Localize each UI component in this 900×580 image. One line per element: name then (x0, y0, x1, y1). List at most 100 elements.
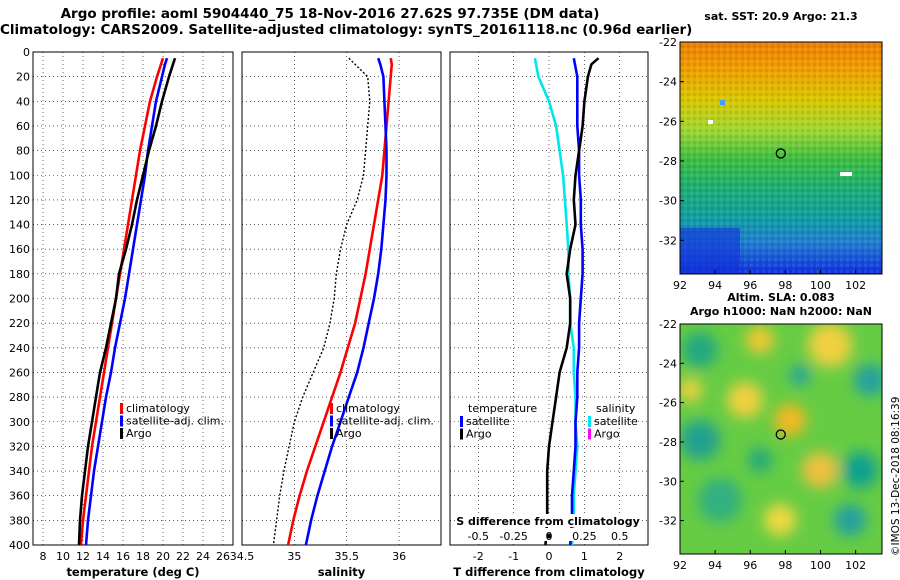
legend-salinity-panel-swatch-1 (330, 415, 333, 427)
sst-panel-title: sat. SST: 20.9 Argo: 21.3 (704, 10, 858, 23)
s-diff-tick-label: -0.25 (499, 530, 527, 543)
legend-diff-temperature-label-1: Argo (466, 428, 492, 441)
series-line-difference-1 (568, 57, 584, 546)
x-tick-label-temperature: 22 (176, 550, 190, 563)
sla-map-x-tick-label: 96 (743, 559, 757, 572)
y-tick-label: 20 (16, 71, 30, 84)
sla-map-y-tick-label: -28 (659, 436, 677, 449)
s-diff-label-bg (462, 514, 638, 527)
sst-map-y-tick-label: -22 (659, 36, 677, 49)
sla-anomaly-blob (682, 332, 718, 368)
s-diff-tick-label: 0.5 (611, 530, 629, 543)
legend-temperature-panel-label-2: Argo (126, 427, 152, 440)
y-tick-label: 200 (9, 293, 30, 306)
y-tick-label: 120 (9, 194, 30, 207)
s-diff-tick-label: -0.5 (468, 530, 489, 543)
x-axis-label-difference: T difference from climatology (453, 565, 645, 579)
series-line-temperature-2 (77, 57, 177, 546)
x-tick-label-temperature: 10 (56, 550, 70, 563)
legend-salinity-panel-swatch-2 (330, 428, 333, 439)
sla-anomaly-blob (764, 504, 796, 536)
title-line-2: Climatology: CARS2009. Satellite-adjuste… (0, 22, 693, 38)
sst-map-y-tick-label: -24 (659, 76, 677, 89)
sla-anomaly-blob (680, 378, 702, 402)
sst-missing-pixel (708, 120, 713, 124)
y-tick-label: 160 (9, 243, 30, 256)
y-tick-label: 400 (9, 539, 30, 552)
sla-map-y-tick-label: -26 (659, 397, 677, 410)
s-diff-zero-marker (546, 533, 552, 539)
y-tick-label: 340 (9, 465, 30, 478)
sla-anomaly-blob (802, 452, 838, 488)
sla-map-frame (679, 323, 883, 555)
x-tick-label-temperature: 14 (96, 550, 110, 563)
x-axis-label-temperature: temperature (deg C) (66, 565, 199, 579)
sla-anomaly-blob (834, 504, 866, 536)
y-tick-label: 0 (23, 46, 30, 59)
sla-anomaly-blob (727, 382, 763, 418)
sla-map-x-tick-label: 98 (778, 559, 792, 572)
sst-map-x-tick-label: 94 (708, 279, 722, 292)
y-tick-label: 220 (9, 317, 30, 330)
legend-diff-temperature-swatch-1 (460, 428, 463, 440)
y-tick-label: 260 (9, 366, 30, 379)
x-tick-label-difference: 2 (616, 550, 623, 563)
x-tick-label-temperature: 20 (156, 550, 170, 563)
legend-diff-salinity-label-1: Argo (594, 428, 620, 441)
title-line-1: Argo profile: aoml 5904440_75 18-Nov-201… (60, 6, 600, 22)
legend-diff-salinity-swatch-1 (588, 428, 591, 440)
sla-panel-title-line-1: Altim. SLA: 0.083 (727, 291, 835, 304)
legend-temperature-panel-label-1: satellite-adj. clim. (126, 415, 224, 428)
sst-map-frame (679, 41, 883, 275)
legend-diff-temperature-title: temperature (468, 402, 537, 415)
sla-field-blobs (680, 324, 882, 536)
x-tick-label-salinity: 35.5 (334, 550, 359, 563)
legend-salinity-panel-label-2: Argo (336, 427, 362, 440)
sst-map-x-tick-label: 96 (743, 279, 757, 292)
sla-anomaly-blob (680, 420, 720, 460)
sst-map-x-tick-label: 100 (810, 279, 831, 292)
s-diff-axis-label: S difference from climatology (456, 515, 640, 528)
legend-diff-temperature-swatch-0 (460, 416, 463, 427)
x-tick-label-temperature: 12 (76, 550, 90, 563)
sla-map-x-tick-label: 92 (673, 559, 687, 572)
sst-map-y-tick-label: -30 (659, 195, 677, 208)
sla-map-x-tick-label: 102 (845, 559, 866, 572)
sla-map-x-tick-label: 94 (708, 559, 722, 572)
y-tick-label: 280 (9, 391, 30, 404)
sla-map-argo-marker (775, 429, 786, 440)
sla-map-y-tick-label: -22 (659, 318, 677, 331)
series-line-difference-2 (544, 57, 600, 546)
x-tick-label-salinity: 35 (287, 550, 301, 563)
sst-map-x-tick-label: 98 (778, 279, 792, 292)
x-tick-label-temperature: 26 (216, 550, 230, 563)
sst-map-x-tick-label: 92 (673, 279, 687, 292)
x-tick-label-difference: -1 (508, 550, 519, 563)
x-tick-label-temperature: 8 (40, 550, 47, 563)
legend-salinity-panel-label-0: climatology (336, 402, 400, 415)
sla-map-y-tick-label: -24 (659, 357, 677, 370)
sla-anomaly-blob (842, 452, 878, 488)
y-tick-label: 100 (9, 169, 30, 182)
sst-map-y-tick-label: -28 (659, 155, 677, 168)
legend-salinity-panel-swatch-0 (330, 403, 333, 414)
sla-anomaly-blob (748, 448, 772, 472)
y-tick-label: 40 (16, 95, 30, 108)
sst-map-argo-marker (775, 148, 786, 159)
sst-missing-pixel (840, 172, 852, 176)
legend-diff-salinity-swatch-0 (588, 416, 591, 427)
plot-frame-salinity (241, 51, 442, 546)
y-tick-label: 180 (9, 268, 30, 281)
sst-cloud-pixel (720, 100, 725, 105)
x-axis-label-salinity: salinity (318, 565, 366, 579)
sla-panel-title-line-2: Argo h1000: NaN h2000: NaN (689, 305, 873, 318)
x-tick-label-difference: 0 (546, 550, 553, 563)
sst-map-y-tick-label: -26 (659, 115, 677, 128)
legend-diff-salinity-title: salinity (596, 402, 636, 415)
legend-diff-salinity-label-0: satellite (594, 415, 638, 428)
legend-temperature-panel-swatch-1 (120, 415, 123, 427)
y-tick-label: 300 (9, 416, 30, 429)
legend-salinity-panel-label-1: satellite-adj. clim. (336, 415, 434, 428)
y-tick-label: 80 (16, 145, 30, 158)
x-tick-label-salinity: 36 (392, 550, 406, 563)
